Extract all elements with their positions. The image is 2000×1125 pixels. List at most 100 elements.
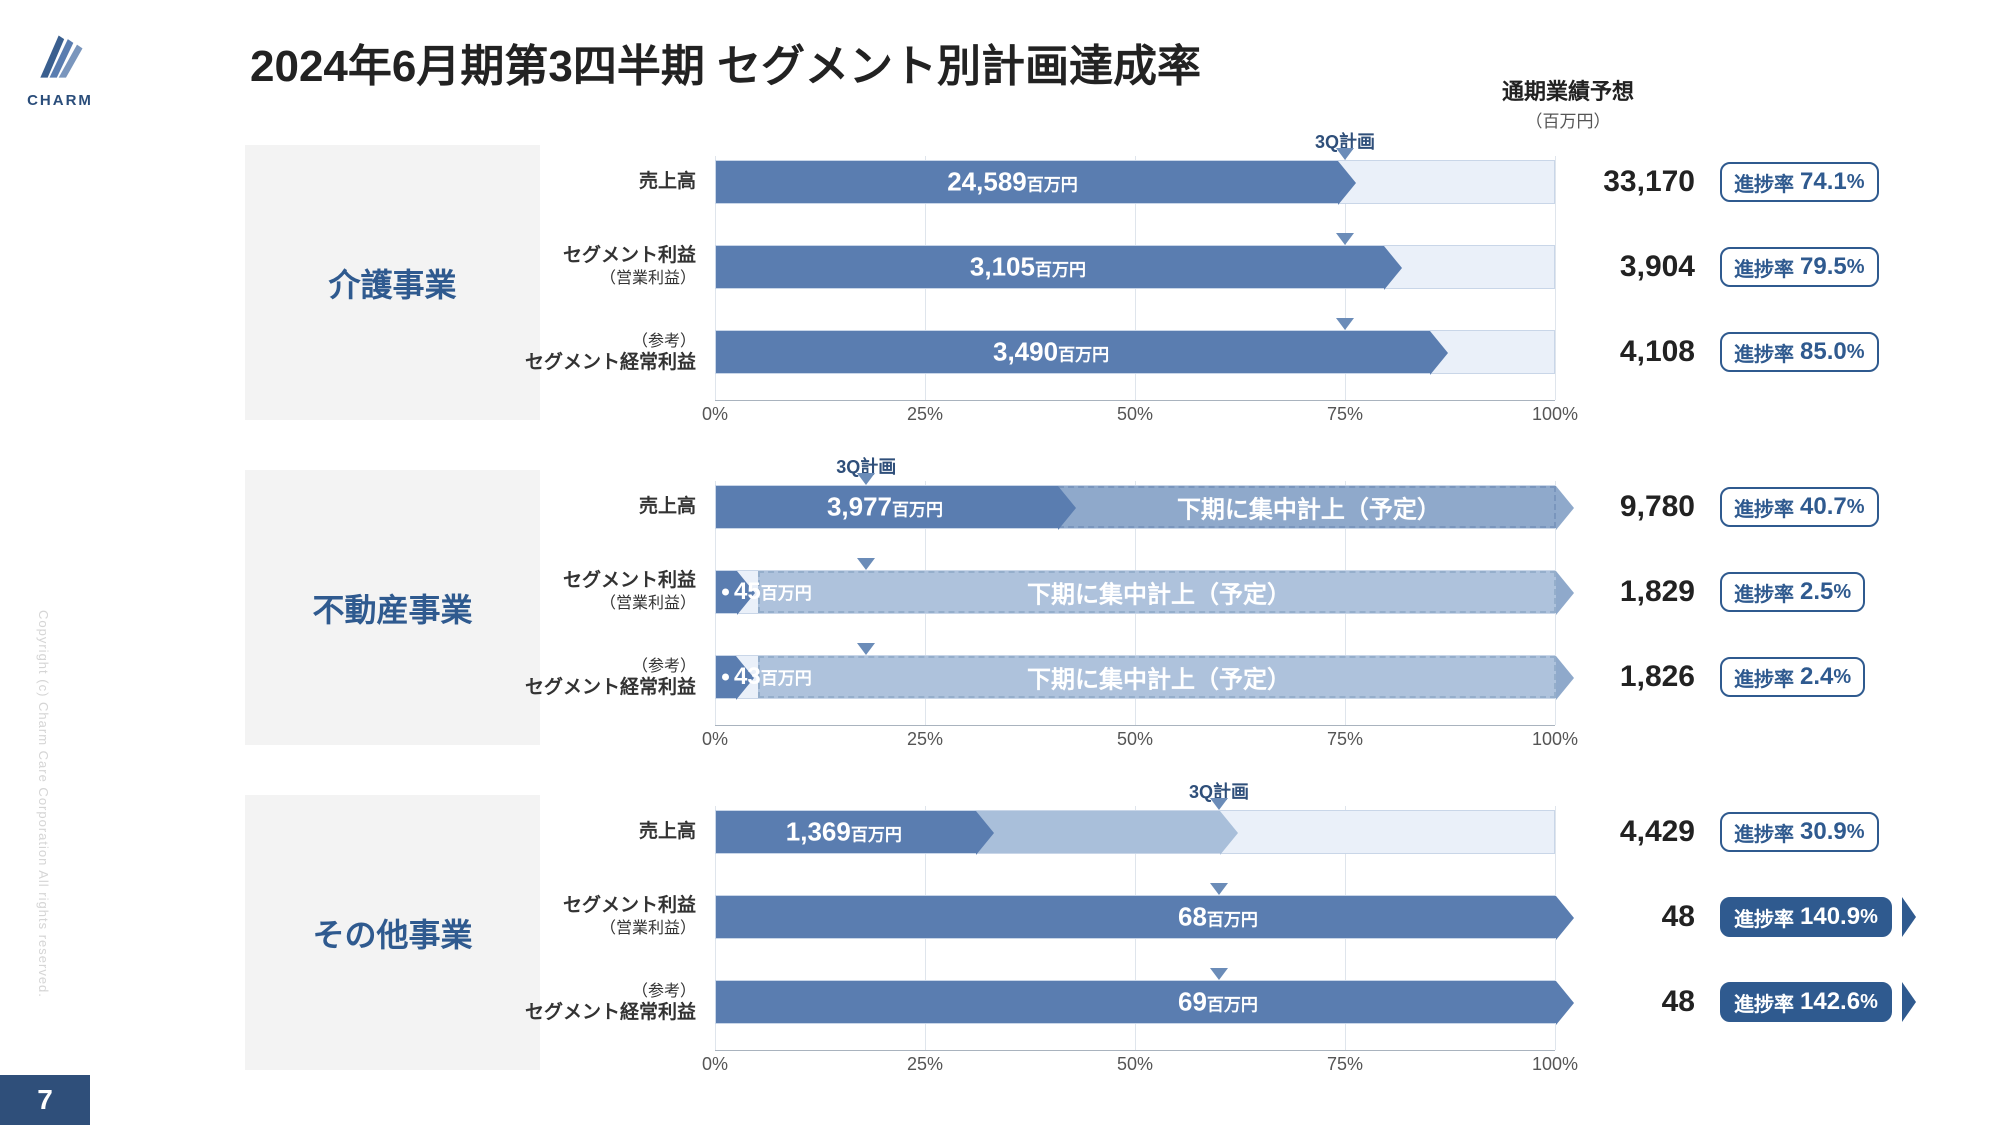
bar-value-label: 68百万円 — [1178, 902, 1258, 933]
bar-track: 3,490百万円 — [715, 330, 1555, 374]
bar-track: 3,105百万円 — [715, 245, 1555, 289]
bar-value-label: 3,105百万円 — [970, 252, 1086, 283]
bar-value-label: 45百万円 — [734, 578, 812, 606]
row-label: 売上高 — [396, 496, 696, 518]
x-axis: 0%25%50%75%100% — [715, 400, 1555, 430]
brand-logo: CHARM — [25, 30, 95, 109]
row-label: （参考）セグメント経常利益 — [396, 655, 696, 699]
forecast-value: 48 — [1575, 985, 1695, 1019]
forecast-value: 1,829 — [1575, 575, 1695, 609]
row-label: セグメント利益（営業利益） — [396, 245, 696, 289]
x-axis: 0%25%50%75%100% — [715, 725, 1555, 755]
row-label: 売上高 — [396, 821, 696, 843]
forecast-header-sub: （百万円） — [1526, 112, 1611, 131]
forecast-value: 4,108 — [1575, 335, 1695, 369]
brand-name: CHARM — [25, 92, 95, 109]
forecast-header-main: 通期業績予想 — [1502, 79, 1634, 104]
bar-arrowhead-icon — [1058, 486, 1076, 530]
forecast-value: 4,429 — [1575, 815, 1695, 849]
copyright-text: Copyright (c) Charm Care Corporation All… — [36, 610, 51, 998]
progress-badge: 進捗率 79.5% — [1720, 247, 1879, 287]
axis-tick-label: 25% — [907, 729, 943, 750]
forecast-value: 33,170 — [1575, 165, 1695, 199]
axis-tick-label: 0% — [702, 729, 728, 750]
bar-secondary — [976, 811, 1220, 853]
progress-overflow-arrow-icon — [1902, 897, 1916, 937]
segment-block: 介護事業3Q計画売上高24,589百万円33,170進捗率 74.1%セグメント… — [120, 145, 2000, 440]
chart-row: 売上高 下期に集中計上（予定） 3,977百万円 9,780 進捗率 40.7% — [120, 485, 2000, 529]
chart-row: セグメント利益（営業利益） 3,105百万円 3,904 進捗率 79.5% — [120, 245, 2000, 289]
bar-value-label: 3,977百万円 — [827, 492, 943, 523]
bar-arrowhead-icon — [1556, 981, 1574, 1025]
bar-note-text: 下期に集中計上（予定） — [1177, 490, 1441, 525]
forecast-value: 9,780 — [1575, 490, 1695, 524]
progress-badge: 進捗率 30.9% — [1720, 812, 1879, 852]
axis-tick-label: 100% — [1532, 404, 1578, 425]
axis-tick-label: 50% — [1117, 729, 1153, 750]
slide: CHARM Copyright (c) Charm Care Corporati… — [0, 0, 2000, 1125]
row-label: セグメント利益（営業利益） — [396, 570, 696, 614]
progress-badge: 進捗率 2.4% — [1720, 657, 1865, 697]
bar-value-label: 3,490百万円 — [993, 337, 1109, 368]
progress-badge: 進捗率 2.5% — [1720, 572, 1865, 612]
chart-row: 売上高24,589百万円33,170進捗率 74.1% — [120, 160, 2000, 204]
progress-badge: 進捗率 74.1% — [1720, 162, 1879, 202]
axis-tick-label: 75% — [1327, 404, 1363, 425]
chart-row: （参考）セグメント経常利益 3,490百万円 4,108 進捗率 85.0% — [120, 330, 2000, 374]
bar-value-label: 1,369百万円 — [786, 817, 902, 848]
bar-track: 68百万円 — [715, 895, 1555, 939]
forecast-value: 3,904 — [1575, 250, 1695, 284]
forecast-value: 1,826 — [1575, 660, 1695, 694]
bar-value-label: 43百万円 — [734, 663, 812, 691]
page-title: 2024年6月期第3四半期 セグメント別計画達成率 — [250, 30, 1201, 94]
bar-primary — [716, 981, 1556, 1023]
progress-badge: 進捗率 40.7% — [1720, 487, 1879, 527]
bar-arrowhead-icon — [1556, 571, 1574, 615]
q3plan-marker-icon — [1210, 968, 1228, 980]
bar-note-text: 下期に集中計上（予定） — [1027, 575, 1291, 610]
bar-arrowhead-icon — [1556, 896, 1574, 940]
bar-arrowhead-icon — [1220, 811, 1238, 855]
chart-row: セグメント利益（営業利益） 下期に集中計上（予定） 45百万円 1,829 進捗率 2.… — [120, 570, 2000, 614]
axis-tick-label: 25% — [907, 1054, 943, 1075]
q3plan-marker-icon — [857, 473, 875, 485]
bar-arrowhead-icon — [1384, 246, 1402, 290]
bar-track: 69百万円 — [715, 980, 1555, 1024]
bar-value-label: 69百万円 — [1178, 987, 1258, 1018]
progress-badge: 進捗率 85.0% — [1720, 332, 1879, 372]
axis-tick-label: 50% — [1117, 404, 1153, 425]
axis-tick-label: 25% — [907, 404, 943, 425]
forecast-header: 通期業績予想 （百万円） — [1502, 78, 1634, 133]
chart-row: （参考）セグメント経常利益 69百万円 48 進捗率 142.6% — [120, 980, 2000, 1024]
progress-badge: 進捗率 140.9% — [1720, 897, 1892, 937]
q3plan-marker-icon — [857, 643, 875, 655]
sidebar: CHARM Copyright (c) Charm Care Corporati… — [0, 0, 110, 1125]
progress-badge: 進捗率 142.6% — [1720, 982, 1892, 1022]
q3plan-marker-icon — [1336, 148, 1354, 160]
bar-track: 1,369百万円 — [715, 810, 1555, 854]
bar-arrowhead-icon — [976, 811, 994, 855]
bar-arrowhead-icon — [1430, 331, 1448, 375]
chart-row: セグメント利益（営業利益）68百万円48進捗率 140.9% — [120, 895, 2000, 939]
chart-row: 売上高 1,369百万円 4,429 進捗率 30.9% — [120, 810, 2000, 854]
negative-indicator-icon — [722, 674, 729, 681]
axis-tick-label: 0% — [702, 404, 728, 425]
row-label: セグメント利益（営業利益） — [396, 895, 696, 939]
progress-overflow-arrow-icon — [1902, 982, 1916, 1022]
row-label: （参考）セグメント経常利益 — [396, 980, 696, 1024]
segment-block: その他事業3Q計画売上高1,369百万円4,429進捗率 30.9%セグメント利… — [120, 795, 2000, 1090]
bar-track: 下期に集中計上（予定） 45百万円 — [715, 570, 1555, 614]
axis-tick-label: 75% — [1327, 729, 1363, 750]
q3plan-marker-icon — [1210, 798, 1228, 810]
q3plan-marker-icon — [857, 558, 875, 570]
axis-tick-label: 100% — [1532, 1054, 1578, 1075]
bar-primary — [716, 896, 1556, 938]
q3plan-marker-icon — [1210, 883, 1228, 895]
axis-tick-label: 100% — [1532, 729, 1578, 750]
bar-arrowhead-icon — [1338, 161, 1356, 205]
row-label: （参考）セグメント経常利益 — [396, 330, 696, 374]
page-number: 7 — [0, 1075, 90, 1125]
bar-track: 下期に集中計上（予定）43百万円 — [715, 655, 1555, 699]
bar-arrowhead-icon — [1556, 486, 1574, 530]
segment-block: 不動産事業3Q計画売上高下期に集中計上（予定）3,977百万円9,780進捗率 … — [120, 470, 2000, 765]
